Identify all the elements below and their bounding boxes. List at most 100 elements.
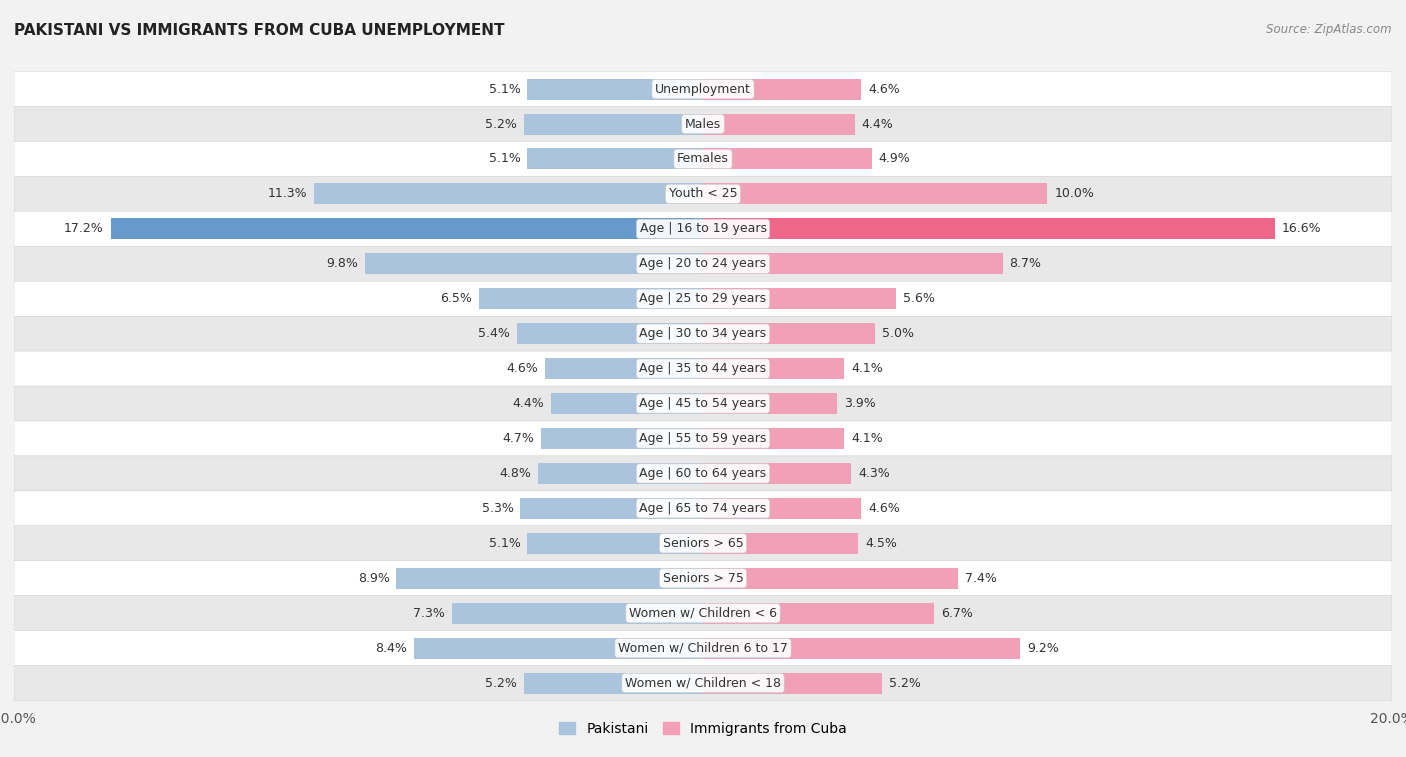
Text: 5.1%: 5.1% xyxy=(488,83,520,95)
Bar xyxy=(703,148,872,170)
Text: Source: ZipAtlas.com: Source: ZipAtlas.com xyxy=(1267,23,1392,36)
Text: 4.8%: 4.8% xyxy=(499,467,531,480)
Text: 5.2%: 5.2% xyxy=(889,677,921,690)
Bar xyxy=(524,114,703,135)
Text: 11.3%: 11.3% xyxy=(267,188,307,201)
Text: 17.2%: 17.2% xyxy=(63,223,104,235)
FancyBboxPatch shape xyxy=(14,72,1392,107)
Text: 4.6%: 4.6% xyxy=(869,502,900,515)
FancyBboxPatch shape xyxy=(14,142,1392,176)
Text: Age | 35 to 44 years: Age | 35 to 44 years xyxy=(640,362,766,375)
FancyBboxPatch shape xyxy=(14,561,1392,596)
Text: 4.1%: 4.1% xyxy=(851,362,883,375)
Bar xyxy=(703,393,838,414)
Bar xyxy=(703,254,1002,274)
Text: 4.4%: 4.4% xyxy=(862,117,893,130)
Text: 5.1%: 5.1% xyxy=(488,537,520,550)
Bar xyxy=(703,672,882,693)
Bar xyxy=(517,323,703,344)
Bar xyxy=(544,358,703,379)
FancyBboxPatch shape xyxy=(14,665,1392,700)
Text: 4.9%: 4.9% xyxy=(879,152,911,166)
Text: 16.6%: 16.6% xyxy=(1282,223,1322,235)
Text: Age | 60 to 64 years: Age | 60 to 64 years xyxy=(640,467,766,480)
Text: 4.1%: 4.1% xyxy=(851,432,883,445)
Text: 4.6%: 4.6% xyxy=(506,362,537,375)
FancyBboxPatch shape xyxy=(14,421,1392,456)
Bar xyxy=(703,79,862,100)
Text: Youth < 25: Youth < 25 xyxy=(669,188,737,201)
FancyBboxPatch shape xyxy=(14,176,1392,211)
Text: 5.2%: 5.2% xyxy=(485,677,517,690)
Bar xyxy=(451,603,703,624)
Text: Age | 65 to 74 years: Age | 65 to 74 years xyxy=(640,502,766,515)
Text: 5.3%: 5.3% xyxy=(482,502,513,515)
Text: Seniors > 75: Seniors > 75 xyxy=(662,572,744,584)
Text: 4.3%: 4.3% xyxy=(858,467,890,480)
Text: 5.2%: 5.2% xyxy=(485,117,517,130)
Bar xyxy=(703,218,1275,239)
FancyBboxPatch shape xyxy=(14,526,1392,561)
Bar xyxy=(520,498,703,519)
Bar xyxy=(703,533,858,554)
Text: Age | 30 to 34 years: Age | 30 to 34 years xyxy=(640,327,766,340)
Bar xyxy=(396,568,703,589)
Text: Males: Males xyxy=(685,117,721,130)
Text: 6.7%: 6.7% xyxy=(941,606,973,620)
Text: Age | 20 to 24 years: Age | 20 to 24 years xyxy=(640,257,766,270)
Bar xyxy=(703,323,875,344)
Text: Females: Females xyxy=(678,152,728,166)
Text: 4.6%: 4.6% xyxy=(869,83,900,95)
Text: 7.3%: 7.3% xyxy=(413,606,444,620)
Text: 3.9%: 3.9% xyxy=(844,397,876,410)
Text: Age | 16 to 19 years: Age | 16 to 19 years xyxy=(640,223,766,235)
Bar xyxy=(314,183,703,204)
Text: Women w/ Children 6 to 17: Women w/ Children 6 to 17 xyxy=(619,642,787,655)
Text: PAKISTANI VS IMMIGRANTS FROM CUBA UNEMPLOYMENT: PAKISTANI VS IMMIGRANTS FROM CUBA UNEMPL… xyxy=(14,23,505,38)
Text: 8.9%: 8.9% xyxy=(357,572,389,584)
Text: Seniors > 65: Seniors > 65 xyxy=(662,537,744,550)
Text: 4.4%: 4.4% xyxy=(513,397,544,410)
FancyBboxPatch shape xyxy=(14,631,1392,665)
Text: 9.2%: 9.2% xyxy=(1026,642,1059,655)
Bar xyxy=(541,428,703,449)
Legend: Pakistani, Immigrants from Cuba: Pakistani, Immigrants from Cuba xyxy=(553,716,853,742)
Bar xyxy=(527,79,703,100)
Bar xyxy=(413,637,703,659)
Text: 5.0%: 5.0% xyxy=(882,327,914,340)
FancyBboxPatch shape xyxy=(14,596,1392,631)
Text: 7.4%: 7.4% xyxy=(965,572,997,584)
Bar xyxy=(703,498,862,519)
Bar xyxy=(479,288,703,309)
Text: Age | 25 to 29 years: Age | 25 to 29 years xyxy=(640,292,766,305)
Bar xyxy=(111,218,703,239)
Bar xyxy=(703,114,855,135)
Bar xyxy=(703,288,896,309)
Bar xyxy=(524,672,703,693)
Text: 10.0%: 10.0% xyxy=(1054,188,1094,201)
Text: 9.8%: 9.8% xyxy=(326,257,359,270)
Bar xyxy=(527,148,703,170)
FancyBboxPatch shape xyxy=(14,246,1392,282)
Text: 5.6%: 5.6% xyxy=(903,292,935,305)
Text: 4.7%: 4.7% xyxy=(502,432,534,445)
Text: Age | 45 to 54 years: Age | 45 to 54 years xyxy=(640,397,766,410)
FancyBboxPatch shape xyxy=(14,211,1392,246)
Bar xyxy=(703,603,934,624)
FancyBboxPatch shape xyxy=(14,351,1392,386)
Text: Women w/ Children < 6: Women w/ Children < 6 xyxy=(628,606,778,620)
Bar xyxy=(703,183,1047,204)
Bar xyxy=(551,393,703,414)
FancyBboxPatch shape xyxy=(14,491,1392,526)
Bar xyxy=(703,428,844,449)
Bar xyxy=(703,358,844,379)
Text: Age | 55 to 59 years: Age | 55 to 59 years xyxy=(640,432,766,445)
FancyBboxPatch shape xyxy=(14,386,1392,421)
Bar xyxy=(366,254,703,274)
Text: Unemployment: Unemployment xyxy=(655,83,751,95)
Text: Women w/ Children < 18: Women w/ Children < 18 xyxy=(626,677,780,690)
Text: 6.5%: 6.5% xyxy=(440,292,472,305)
FancyBboxPatch shape xyxy=(14,282,1392,316)
Text: 5.1%: 5.1% xyxy=(488,152,520,166)
Text: 8.7%: 8.7% xyxy=(1010,257,1042,270)
